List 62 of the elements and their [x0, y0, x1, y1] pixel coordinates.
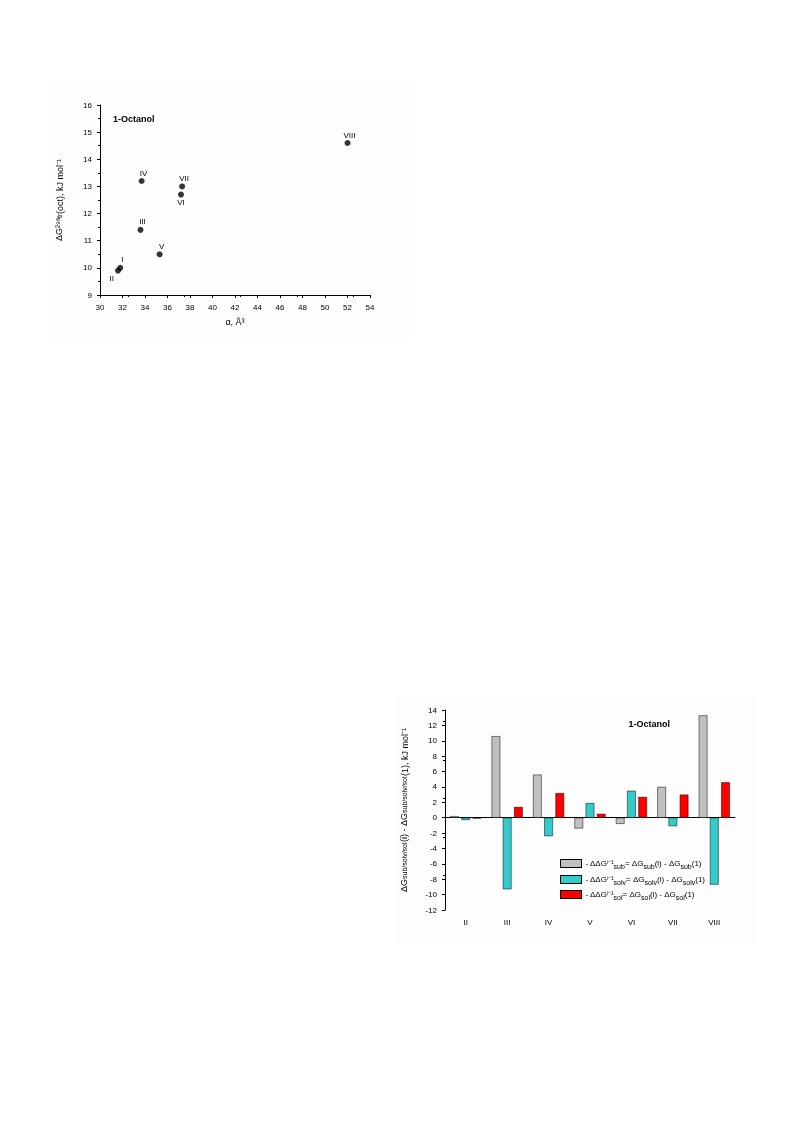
point: [138, 178, 145, 184]
x-tick-label: 50: [320, 302, 330, 312]
legend-label: - ΔΔGⁱ⁻¹$_{sol}$= ΔG$_{sol}$(i) - ΔG$_{sol}$(1): [585, 889, 695, 901]
legend-label: - ΔΔGⁱ⁻¹$_{solv}$= ΔG$_{solv}$(i) - ΔG$_{solv}$(1): [585, 873, 705, 886]
x-tick-label: 46: [275, 302, 285, 312]
x-tick-label: 34: [140, 302, 150, 312]
y-tick-label: 6: [432, 767, 438, 777]
text: 1-Octanol: [628, 718, 671, 729]
y-tick-label: 16: [83, 100, 93, 110]
x-tick-label: 36: [163, 302, 173, 312]
y-tick-label: 14: [83, 154, 93, 164]
x-tick-label: II: [463, 917, 468, 927]
annotation: VII: [179, 173, 190, 183]
x-tick-label: IV: [544, 917, 554, 927]
y-tick-label: 13: [83, 181, 93, 191]
y-tick-label: 4: [432, 782, 438, 792]
x-tick-label: 54: [365, 302, 375, 312]
y-tick-label: -8: [429, 874, 438, 884]
point: [137, 226, 144, 233]
annotation: I: [121, 255, 124, 265]
x-tick-label: 32: [118, 302, 128, 312]
y-tick-label: 8: [432, 751, 438, 761]
annotation: IV: [139, 168, 149, 178]
y-tick-label: 10: [83, 263, 93, 273]
x-tick-label: 42: [230, 302, 240, 312]
point: [178, 191, 184, 198]
y-tick-label: -2: [429, 828, 438, 838]
y-tick-label: -10: [425, 890, 438, 900]
y-tick-label: 15: [83, 127, 93, 137]
x-axis-title: α, Å³: [225, 316, 245, 327]
y-tick-label: 11: [83, 236, 93, 246]
annotation: III: [139, 217, 146, 227]
x-tick-label: VII: [667, 917, 678, 927]
annotation: V: [158, 241, 165, 251]
x-tick-label: 40: [208, 302, 218, 312]
y-tick-label: -4: [429, 843, 438, 853]
y-tick-label: 14: [428, 705, 438, 715]
x-tick-label: V: [587, 917, 594, 927]
y-tick-label: 12: [428, 720, 438, 730]
x-tick-label: 48: [298, 302, 308, 312]
y-tick-label: 12: [83, 209, 93, 219]
y-tick-label: 0: [432, 813, 438, 823]
x-tick-label: 30: [95, 302, 105, 312]
x-tick-label: VIII: [708, 917, 721, 927]
point: [179, 183, 186, 190]
legend-label: - ΔΔGⁱ⁻¹$_{sub}$= ΔG$_{sub}$(i) - ΔG$_{sub}$(1): [585, 858, 702, 870]
point: [156, 251, 163, 258]
y-tick-label: 9: [87, 290, 93, 300]
point: [344, 140, 351, 146]
annotation: II: [109, 274, 114, 284]
y-tick-label: 2: [432, 797, 438, 807]
x-tick-label: 44: [253, 302, 263, 312]
y-tick-label: 10: [428, 736, 438, 746]
annotation: VIII: [343, 130, 356, 140]
x-tick-label: 52: [343, 302, 353, 312]
annotation: VI: [177, 198, 185, 208]
x-tick-label: VI: [627, 917, 636, 927]
y-tick-label: -12: [425, 905, 438, 915]
x-tick-label: III: [503, 917, 511, 927]
y-tick-label: -6: [429, 859, 438, 869]
x-tick-label: 38: [185, 302, 195, 312]
text: 1-Octanol: [113, 113, 155, 124]
